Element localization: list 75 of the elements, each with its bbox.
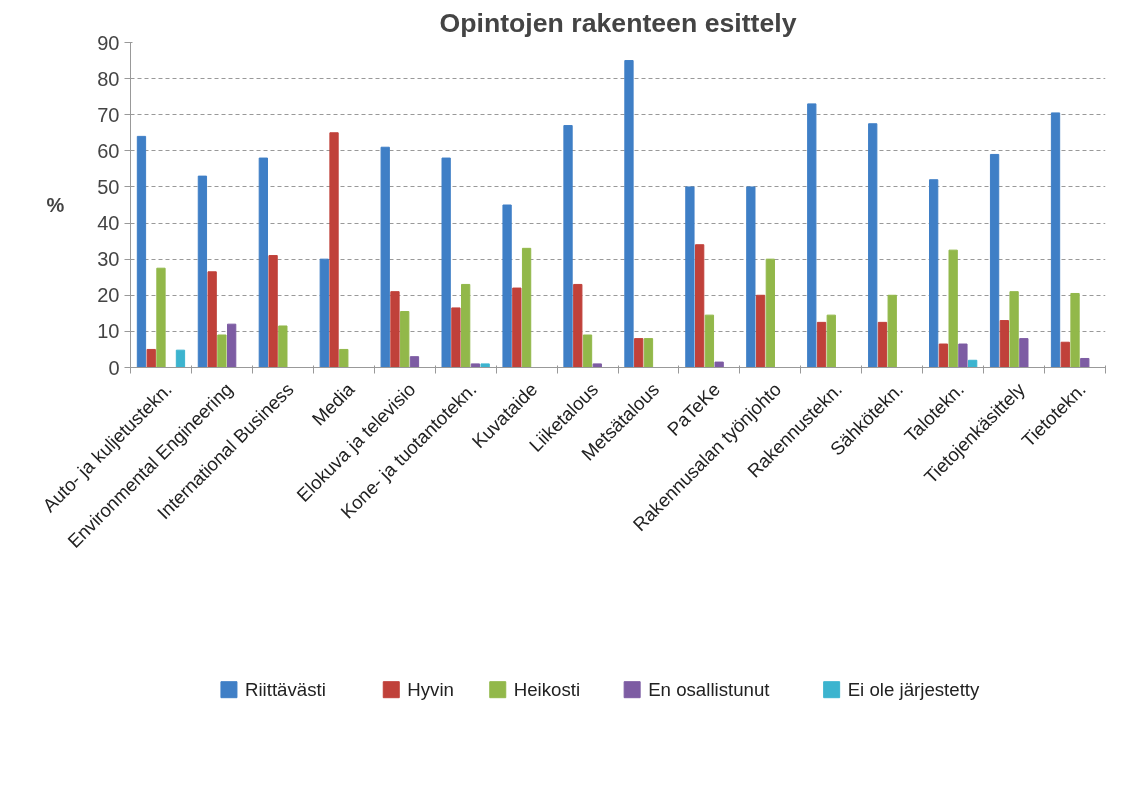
bar [826, 314, 836, 368]
bar [1009, 291, 1019, 368]
y-axis-title: % [46, 194, 65, 216]
bar [268, 255, 278, 368]
bar [390, 291, 400, 368]
bar [400, 311, 410, 368]
bar [624, 60, 634, 368]
bar [461, 283, 471, 368]
bar [989, 153, 1000, 368]
bar [807, 103, 817, 368]
y-tick-label: 30 [97, 248, 120, 271]
bar [929, 179, 939, 368]
y-tick-label: 20 [97, 284, 120, 307]
bar [227, 323, 237, 368]
bar [441, 157, 451, 368]
bar [217, 334, 227, 368]
bar [1060, 341, 1070, 368]
bar [958, 343, 968, 368]
chart-title: Opintojen rakenteen esittely [439, 7, 797, 38]
y-tick-label: 90 [97, 31, 120, 54]
legend-label: Hyvin [407, 679, 454, 701]
bar [136, 135, 147, 368]
legend-label: Heikosti [513, 679, 581, 701]
bar [816, 321, 827, 368]
bar [634, 338, 644, 368]
bar [999, 320, 1009, 368]
bar [704, 314, 715, 368]
bar [765, 258, 775, 368]
bar [755, 294, 766, 368]
bar [1070, 292, 1080, 368]
bar [1080, 357, 1090, 368]
bar [938, 343, 949, 368]
bar [746, 186, 756, 368]
bar [329, 132, 339, 368]
bar [380, 146, 390, 368]
bar [409, 356, 420, 368]
y-tick-label: 60 [97, 139, 120, 162]
bar [582, 334, 593, 368]
bar [512, 287, 522, 368]
y-tick-label: 10 [97, 320, 120, 343]
legend-label: Ei ole järjestetty [847, 679, 981, 701]
y-tick-label: 80 [97, 67, 120, 90]
bar [643, 338, 654, 368]
bar [877, 321, 888, 368]
bar [146, 348, 156, 368]
bar [573, 283, 583, 368]
bar [695, 244, 705, 368]
bar [1019, 338, 1029, 368]
legend-label: Riittävästi [244, 679, 326, 701]
y-tick-label: 0 [108, 356, 120, 379]
bar [207, 271, 217, 368]
bar [278, 325, 288, 368]
bar [1050, 112, 1061, 368]
bar [319, 258, 329, 368]
bar [887, 294, 897, 368]
bar [339, 348, 349, 368]
bar [197, 175, 208, 368]
y-tick-label: 50 [97, 175, 120, 198]
y-tick-label: 70 [97, 103, 120, 126]
bar [592, 363, 602, 368]
bar [948, 249, 958, 368]
bar [451, 307, 461, 368]
bar [156, 267, 166, 368]
bar [258, 157, 268, 368]
bar [563, 125, 573, 368]
bar [470, 363, 481, 368]
bar [714, 361, 724, 368]
bar [685, 186, 695, 368]
bar [502, 204, 512, 368]
bar [175, 349, 186, 368]
bar [480, 363, 490, 368]
legend-label: En osallistunut [648, 679, 771, 701]
bar [868, 123, 878, 368]
bar [521, 247, 532, 368]
y-tick-label: 40 [97, 212, 120, 235]
